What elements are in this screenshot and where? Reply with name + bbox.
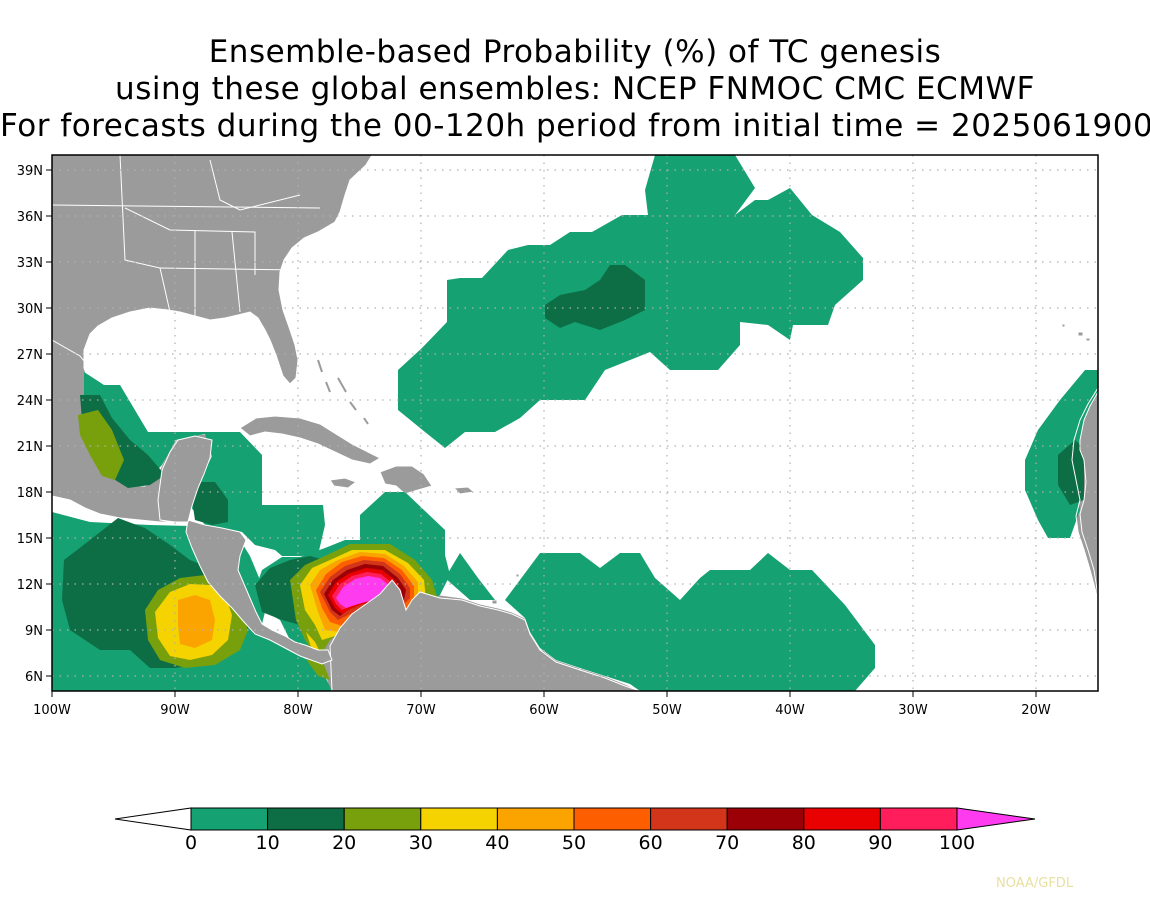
- colorbar-label: 0: [185, 832, 197, 854]
- lat-label: 9N: [25, 624, 43, 639]
- colorbar-segment: [726, 807, 805, 831]
- lat-label: 33N: [17, 256, 43, 271]
- lat-label: 21N: [17, 440, 43, 455]
- colorbar-segment: [573, 807, 652, 831]
- plot-frame: [51, 154, 1099, 692]
- lat-label: 30N: [17, 302, 43, 317]
- colorbar-segment: [879, 807, 958, 831]
- yucatan-land: [157, 435, 213, 523]
- lon-label: 30W: [898, 703, 928, 718]
- lon-label: 80W: [283, 703, 313, 718]
- colorbar-high-extend: [956, 807, 1036, 831]
- colorbar-labels: 0 10 20 30 40 50 60 70 80 90 100: [185, 832, 975, 854]
- lat-label: 18N: [17, 486, 43, 501]
- lon-labels: 100W 90W 80W 70W 60W 50W 40W 30W 20W: [33, 703, 1051, 718]
- jamaica-land: [329, 477, 358, 489]
- title-line-2: using these global ensembles: NCEP FNMOC…: [115, 71, 1035, 107]
- lon-label: 50W: [652, 703, 682, 718]
- lat-label: 24N: [17, 394, 43, 409]
- colorbar-label: 90: [868, 832, 892, 854]
- title-line-1: Ensemble-based Probability (%) of TC gen…: [208, 34, 942, 70]
- colorbar-segment: [267, 807, 345, 831]
- colorbar-label: 30: [409, 832, 433, 854]
- lon-label: 20W: [1021, 703, 1051, 718]
- axis-ticks: [46, 169, 1037, 697]
- lon-label: 100W: [33, 703, 71, 718]
- colorbar-segments: [190, 807, 958, 831]
- colorbar-segment: [343, 807, 422, 831]
- credit-text: NOAA/GFDL: [996, 876, 1074, 891]
- bahamas-land: [317, 359, 369, 425]
- colorbar-label: 80: [792, 832, 816, 854]
- hispaniola-land: [379, 465, 433, 495]
- colorbar-label: 20: [332, 832, 356, 854]
- colorbar-segment: [190, 807, 269, 831]
- africa-coast-land: [1079, 390, 1098, 597]
- lat-label: 27N: [17, 348, 43, 363]
- colorbar-label: 100: [939, 832, 975, 854]
- title-line-3: For forecasts during the 00-120h period …: [0, 108, 1150, 144]
- land-overlay: [185, 387, 1098, 691]
- colorbar-segment: [803, 807, 881, 831]
- colorbar-segment: [650, 807, 728, 831]
- colorbar-label: 50: [562, 832, 586, 854]
- map-plot-area: [52, 155, 1098, 691]
- lat-labels: 39N 36N 33N 30N 27N 24N 21N 18N 15N 12N …: [17, 164, 43, 685]
- colorbar-label: 40: [485, 832, 509, 854]
- colorbar: 0 10 20 30 40 50 60 70 80 90 100: [114, 807, 1036, 854]
- colorbar-segment: [496, 807, 575, 831]
- colorbar-label: 10: [256, 832, 280, 854]
- lat-label: 6N: [25, 670, 43, 685]
- colorbar-segment: [420, 807, 498, 831]
- lon-label: 40W: [775, 703, 805, 718]
- canary-islands-land: [1061, 323, 1091, 342]
- political-borders: [52, 155, 1098, 691]
- colorbar-low-extend: [114, 807, 192, 831]
- lat-label: 15N: [17, 532, 43, 547]
- colorbar-label: 70: [715, 832, 739, 854]
- colorbar-label: 60: [639, 832, 663, 854]
- cuba-land: [239, 415, 382, 465]
- lon-label: 90W: [160, 703, 190, 718]
- lon-label: 70W: [406, 703, 436, 718]
- lat-label: 12N: [17, 578, 43, 593]
- lat-label: 36N: [17, 210, 43, 225]
- lon-label: 60W: [529, 703, 559, 718]
- lat-label: 39N: [17, 164, 43, 179]
